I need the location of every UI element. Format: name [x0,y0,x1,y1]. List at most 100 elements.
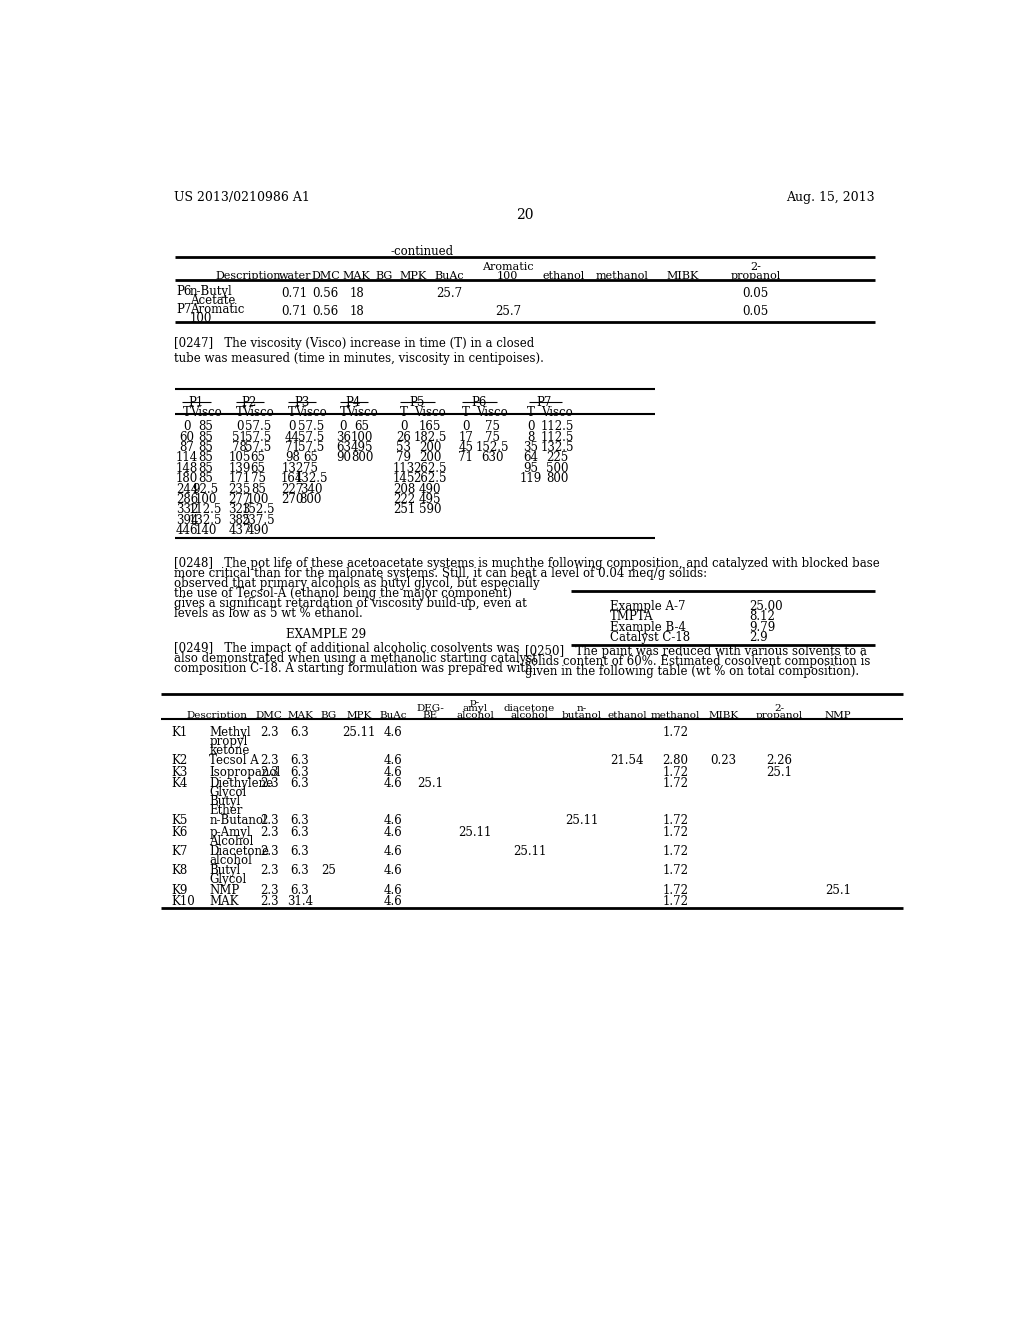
Text: 227: 227 [282,483,303,495]
Text: Diacetone: Diacetone [209,845,269,858]
Text: 57.5: 57.5 [245,430,271,444]
Text: 800: 800 [300,492,323,506]
Text: 500: 500 [546,462,568,475]
Text: 18: 18 [349,286,364,300]
Text: ethanol: ethanol [543,271,585,281]
Text: 64: 64 [523,451,539,465]
Text: 25.11: 25.11 [459,826,492,840]
Text: diacetone: diacetone [504,704,555,713]
Text: 6.3: 6.3 [291,766,309,779]
Text: the following composition, and catalyzed with blocked base: the following composition, and catalyzed… [524,557,880,570]
Text: T: T [236,407,244,420]
Text: 4.6: 4.6 [384,895,402,908]
Text: 1.72: 1.72 [663,814,688,828]
Text: P5: P5 [410,396,425,409]
Text: 437: 437 [228,524,251,537]
Text: 251: 251 [393,503,415,516]
Text: 100: 100 [247,492,269,506]
Text: 0.71: 0.71 [282,305,307,318]
Text: Aug. 15, 2013: Aug. 15, 2013 [786,190,876,203]
Text: Visco: Visco [243,407,274,420]
Text: 114: 114 [176,451,198,465]
Text: 0.71: 0.71 [282,286,307,300]
Text: 6.3: 6.3 [291,814,309,828]
Text: 57.5: 57.5 [298,420,324,433]
Text: -continued: -continued [391,244,454,257]
Text: 2.3: 2.3 [260,895,279,908]
Text: 85: 85 [198,430,213,444]
Text: 65: 65 [303,451,318,465]
Text: T: T [183,407,190,420]
Text: 2.3: 2.3 [260,777,279,791]
Text: 85: 85 [198,420,213,433]
Text: K3: K3 [171,766,187,779]
Text: K10: K10 [171,895,196,908]
Text: 132.5: 132.5 [294,473,328,486]
Text: 98: 98 [285,451,300,465]
Text: Aromatic: Aromatic [190,304,245,317]
Text: 2.3: 2.3 [260,865,279,878]
Text: US 2013/0210986 A1: US 2013/0210986 A1 [174,190,310,203]
Text: 100: 100 [195,492,217,506]
Text: 165: 165 [419,420,441,433]
Text: EXAMPLE 29: EXAMPLE 29 [286,628,366,642]
Text: NMP: NMP [209,884,240,896]
Text: 237.5: 237.5 [242,513,275,527]
Text: 112.5: 112.5 [541,420,574,433]
Text: 1.72: 1.72 [663,845,688,858]
Text: 112.5: 112.5 [541,430,574,444]
Text: 45: 45 [459,441,473,454]
Text: 4.6: 4.6 [384,766,402,779]
Text: Visco: Visco [415,407,446,420]
Text: 75: 75 [251,473,265,486]
Text: K7: K7 [171,845,187,858]
Text: 132.5: 132.5 [188,513,222,527]
Text: Glycol: Glycol [209,874,247,886]
Text: 20: 20 [516,209,534,223]
Text: K2: K2 [171,755,187,767]
Text: 0: 0 [183,420,190,433]
Text: 25.1: 25.1 [417,777,443,791]
Text: 800: 800 [546,473,568,486]
Text: 148: 148 [176,462,198,475]
Text: 25.11: 25.11 [565,814,599,828]
Text: 332: 332 [176,503,198,516]
Text: Description: Description [215,271,281,281]
Text: Visco: Visco [346,407,378,420]
Text: [0247]   The viscosity (Visco) increase in time (T) in a closed
tube was measure: [0247] The viscosity (Visco) increase in… [174,337,545,366]
Text: 132.5: 132.5 [541,441,574,454]
Text: 180: 180 [176,473,198,486]
Text: 2-: 2- [774,704,784,713]
Text: Alcohol: Alcohol [209,834,254,847]
Text: composition C-18. A starting formulation was prepared with: composition C-18. A starting formulation… [174,663,534,676]
Text: 152.5: 152.5 [242,503,275,516]
Text: n-: n- [578,704,588,713]
Text: 35: 35 [523,441,539,454]
Text: 71: 71 [285,441,300,454]
Text: 2.80: 2.80 [663,755,688,767]
Text: 6.3: 6.3 [291,726,309,739]
Text: [0248]   The pot life of these acetoacetate systems is much: [0248] The pot life of these acetoacetat… [174,557,525,570]
Text: Example B-4: Example B-4 [610,620,686,634]
Text: 25: 25 [322,865,336,878]
Text: 21.54: 21.54 [610,755,644,767]
Text: ethanol: ethanol [607,711,647,719]
Text: 0: 0 [527,420,535,433]
Text: 9.79: 9.79 [750,620,776,634]
Text: K4: K4 [171,777,187,791]
Text: P3: P3 [294,396,309,409]
Text: 340: 340 [300,483,323,495]
Text: Ether: Ether [209,804,243,817]
Text: 171: 171 [228,473,251,486]
Text: 4.6: 4.6 [384,826,402,840]
Text: T: T [340,407,347,420]
Text: alcohol: alcohol [457,711,495,719]
Text: 323: 323 [228,503,251,516]
Text: T: T [289,407,296,420]
Text: 87: 87 [179,441,195,454]
Text: K1: K1 [171,726,187,739]
Text: 79: 79 [396,451,412,465]
Text: 490: 490 [247,524,269,537]
Text: 182.5: 182.5 [414,430,446,444]
Text: P4: P4 [345,396,360,409]
